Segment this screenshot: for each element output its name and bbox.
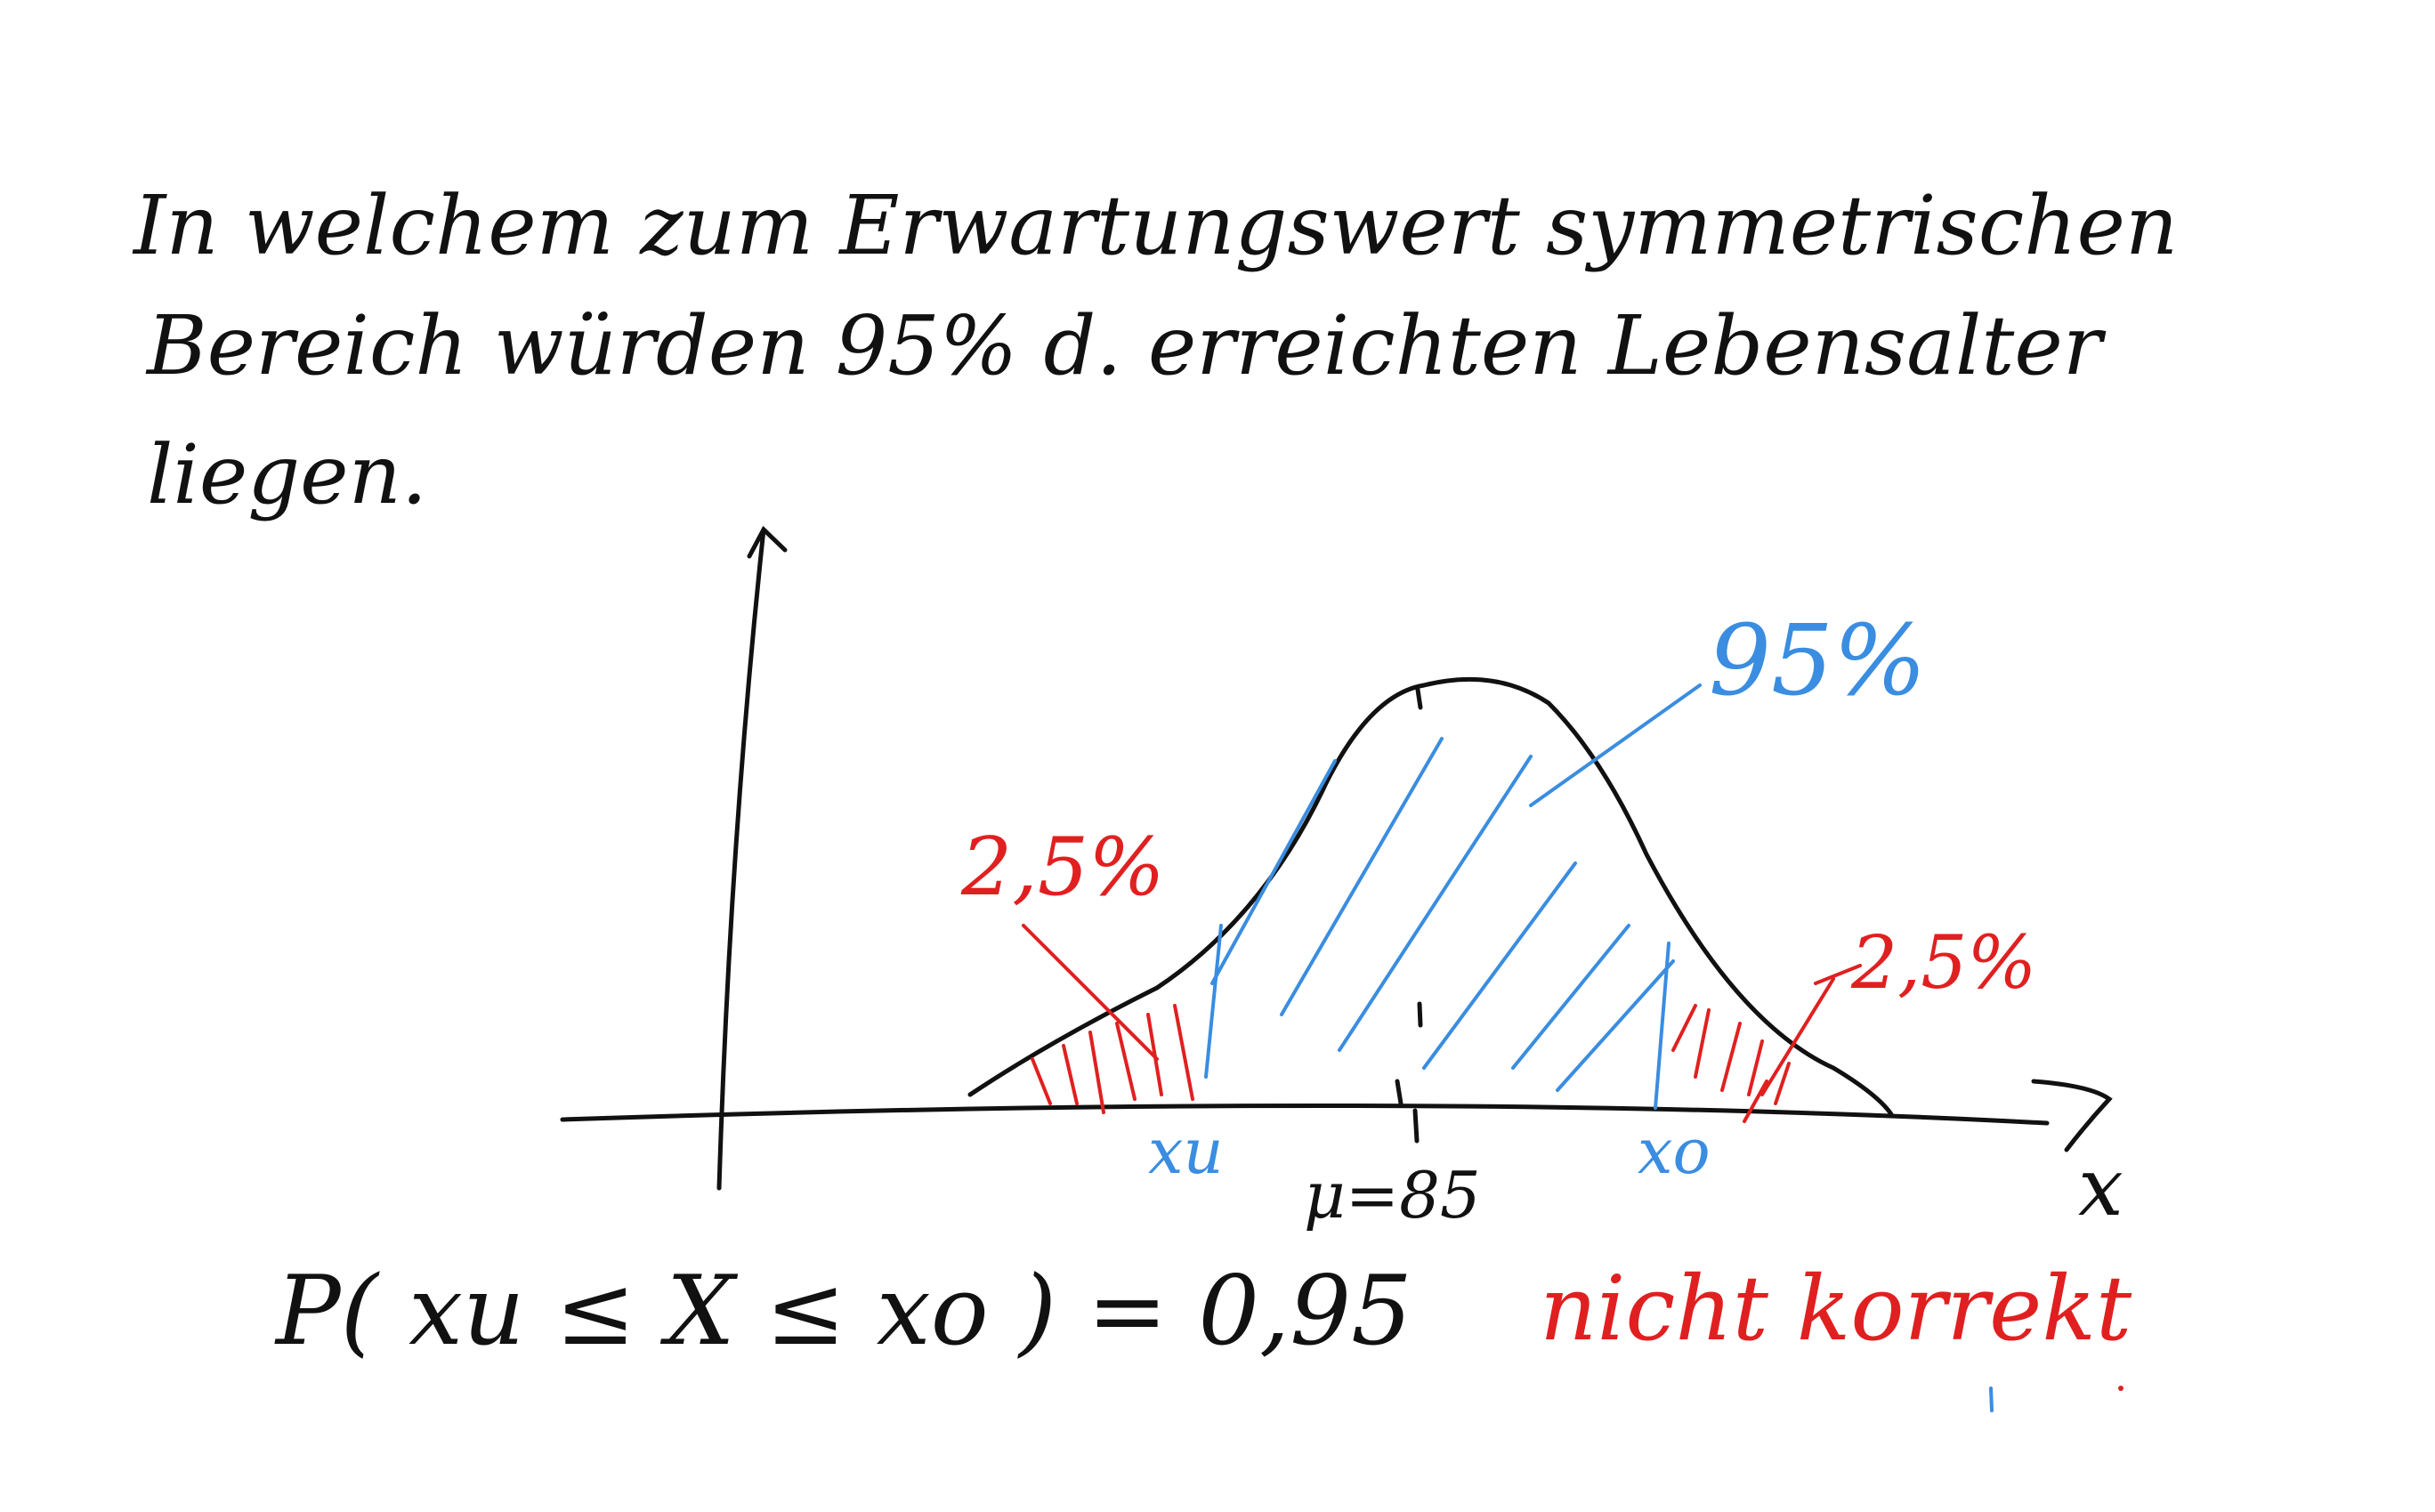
x-axis [560, 1103, 2050, 1126]
left-tail-label: 2,5% [960, 821, 1165, 914]
left-tail-hatching [1022, 924, 1194, 1114]
axes [560, 525, 2113, 1191]
y-axis-arrowhead [747, 525, 788, 559]
density-curve [967, 676, 1894, 1117]
question-line-1: In welchem zum Erwartungswert symmetrisc… [132, 178, 2178, 273]
central-area-hatching [1204, 683, 1702, 1110]
correctness-note: nicht korrekt [1540, 1257, 2132, 1361]
y-axis [716, 527, 766, 1191]
mean-label: μ=85 [1304, 1158, 1481, 1233]
lower-bound-label: xu [1148, 1115, 1224, 1188]
central-area-label: 95% [1709, 603, 1927, 717]
right-tail-label: 2,5% [1850, 921, 2036, 1006]
stray-marks [1989, 1386, 2124, 1412]
right-tail-hatching [1671, 964, 1862, 1123]
probability-equation: P( xu ≤ X ≤ xo ) = 0,95 [274, 1256, 1412, 1367]
x-axis-label: x [2078, 1141, 2124, 1234]
mean-ticks [1395, 687, 1423, 1144]
question-line-3: liegen. [147, 427, 427, 522]
question-line-2: Bereich würden 95% d. erreichten Lebensa… [145, 298, 2107, 393]
x-axis-arrowhead [2031, 1079, 2113, 1152]
upper-bound-label: xo [1638, 1115, 1711, 1188]
